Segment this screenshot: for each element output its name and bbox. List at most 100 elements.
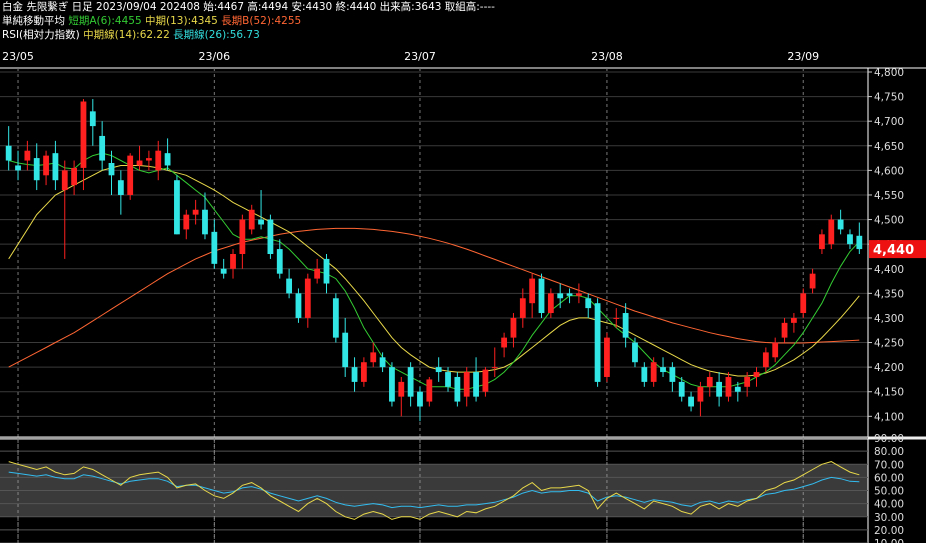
candle-body [61,170,68,191]
candle [211,219,218,269]
rsi-tick-label: 80.00 [874,446,904,458]
candle [43,150,49,186]
price-tick-label: 4,350 [874,288,904,300]
candle-body [678,381,685,397]
candle-body [482,369,489,392]
candle [127,153,134,200]
candle-body [89,111,96,127]
candle [753,367,760,387]
candle-body [342,332,349,368]
candle [800,288,807,318]
candle-body [491,367,498,369]
candle-body [202,209,208,235]
candle-body [510,317,517,338]
candle [744,372,751,397]
candle-body [351,367,358,382]
price-chart[interactable]: 23/05 23/06 23/07 23/08 23/09 4,100 4,150 4,20… [0,44,926,543]
candle [220,258,227,279]
candle [370,342,377,368]
candle-body [501,337,508,348]
last-price-badge: 4,440 [869,240,926,259]
candle [24,140,31,171]
rsi-long-path [8,471,860,509]
candle [407,362,414,407]
rsi-tick-label: 40.00 [874,499,904,511]
rsi-tick-label: 90.00 [874,433,904,445]
candle-body [847,234,853,245]
candle [33,143,40,191]
candle [641,362,648,387]
price-tick-label: 4,550 [874,190,904,202]
candle [482,367,489,397]
grid [0,44,926,543]
x-tick-label: 23/05 [2,50,34,63]
price-tick-label: 4,500 [874,215,904,227]
candle-body [828,219,835,245]
x-tick-label: 23/08 [591,50,623,63]
candle-body [594,303,601,382]
candle-body [314,268,321,279]
rsi-tick-label: 10.00 [874,538,904,543]
candle [762,347,769,373]
x-label-band [0,44,926,68]
candle [790,313,797,333]
rsi-tick-label: 30.00 [874,512,904,524]
candle [323,254,330,294]
candle-body [174,180,180,235]
rsi-tick-label: 60.00 [874,472,904,484]
ma-mid-legend: 中期(13):4345 [145,15,218,27]
candle-body [155,150,162,171]
price-tick-label: 4,100 [874,411,904,423]
candle-body [248,209,255,230]
candle-body [445,372,451,387]
candle-body [52,153,59,181]
ma-label: 単純移動平均 [2,15,65,27]
ma-short-line [8,152,860,390]
candle-body [117,180,124,195]
price-tick-label: 4,750 [874,92,904,104]
candle [613,308,620,328]
candle [295,288,302,323]
candle [417,386,423,422]
candle-body [762,352,769,368]
moving-average-legend: 単純移動平均 短期A(6):4455 中期(13):4345 長期B(52):4… [2,14,301,28]
candle-body [15,165,21,171]
candle-body [192,209,199,215]
candle-body [641,367,648,382]
candle [80,99,87,191]
candle-body [323,258,330,284]
candle [5,126,12,171]
candle [445,367,451,392]
candle-body [286,278,293,294]
price-tick-label: 4,300 [874,313,904,325]
candle [155,140,162,181]
candle-body [463,372,470,397]
candle-body [239,219,246,254]
rsi-mid-legend: 中期線(14):62.22 [83,29,170,41]
candlesticks [5,99,863,422]
candle-body [716,381,723,397]
candle-body [33,158,40,181]
price-tick-label: 4,400 [874,264,904,276]
price-tick-label: 4,700 [874,116,904,128]
candle [332,293,339,343]
candle [108,150,115,195]
candle [566,288,573,304]
candle-body [183,214,190,230]
candle [351,357,358,392]
candle-body [613,317,620,319]
candle [772,337,779,363]
chart-header: 白金 先限繫ぎ 日足 2023/09/04 202408 始:4467 高:44… [0,0,926,44]
candle-body [136,160,143,166]
candle-body [734,386,741,392]
candle [856,222,863,254]
last-price-label: 4,440 [873,243,914,258]
candle [847,229,853,250]
candle [52,140,59,191]
candle [192,199,199,225]
candle-body [819,234,825,250]
candle [286,268,293,299]
candle [230,249,236,279]
candle-body [99,135,106,161]
